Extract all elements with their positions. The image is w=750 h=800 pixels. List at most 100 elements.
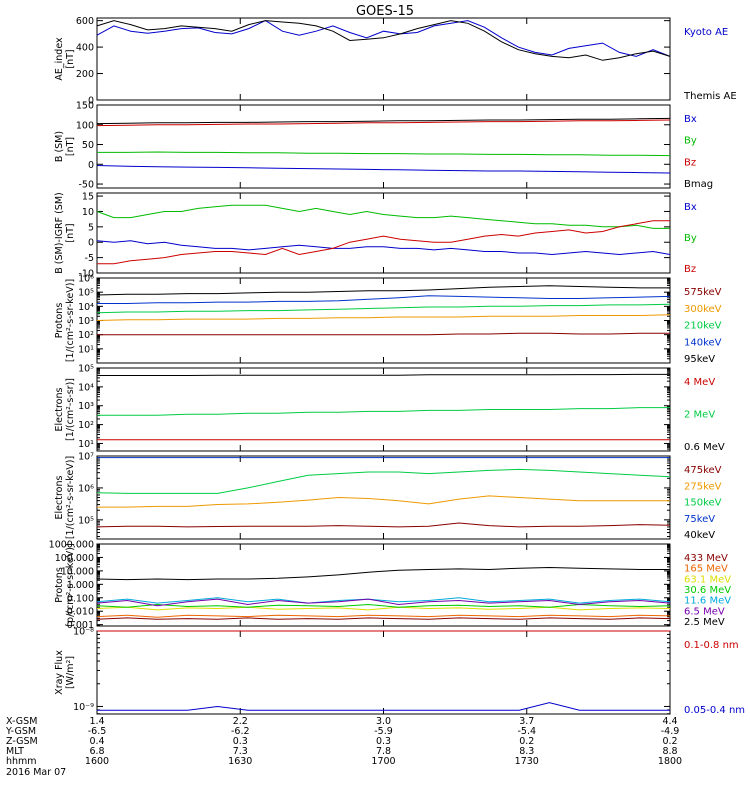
legend-entry: 575keV [684, 287, 722, 298]
legend-entry: 63.1 MeV [684, 574, 731, 585]
y-tick-label: 1.000 [67, 580, 94, 591]
panel-protons_mev: 0.001 0.010 0.100 1.000 10.000 100.000 1000.00… [49, 540, 732, 632]
legend-entry: 0.05-0.4 nm [684, 705, 745, 716]
y-axis-label: [1/(cm²-s-sr-keV)] [65, 456, 76, 539]
y-tick-label: 10⁵ [78, 515, 94, 526]
y-axis-label: Electrons [54, 475, 65, 519]
y-tick-label: 10² [78, 330, 94, 341]
y-tick-label: 5 [88, 222, 94, 233]
legend-entry: 95keV [684, 354, 715, 365]
panel-electrons_mev: 10¹ 10² 10³ 10⁴ 10⁵ Electrons [1/(cm²-s-sr)] 4 … [54, 364, 725, 454]
series-line-300kev [96, 314, 671, 321]
y-tick-label: 0 [88, 96, 94, 107]
y-axis-label: [W/m²] [65, 656, 76, 689]
y-tick-label: 150 [76, 101, 94, 112]
panel-frame [96, 630, 671, 715]
ephemeris-value: -6.2 [231, 726, 250, 737]
y-tick-label: 0.001 [67, 620, 94, 631]
legend-entry: 210keV [684, 321, 722, 332]
ephemeris-value: 0.2 [662, 736, 677, 747]
y-tick-label: 10⁵ [78, 364, 94, 375]
y-axis-label: [nT] [65, 137, 76, 156]
legend-entry: 300keV [684, 304, 722, 315]
ephemeris-value: 7.3 [233, 746, 248, 757]
panel-frame [96, 367, 671, 452]
ephemeris-value: 7.8 [376, 746, 391, 757]
y-tick-label: 10² [78, 420, 94, 431]
y-tick-label: 10¹ [78, 344, 94, 355]
panel-xray: 10⁻⁹ 10⁻⁸ Xray Flux [W/m²] 0.1-0.8 nm 0.05-0.… [54, 627, 745, 717]
panel-frame [96, 104, 671, 189]
legend-entry: Bz [684, 157, 696, 168]
legend-entry: 0.6 MeV [684, 442, 725, 453]
series-line-bx [96, 165, 671, 174]
y-tick-label: -10 [78, 269, 94, 280]
legend-entry: 475keV [684, 465, 722, 476]
ephemeris-row-label: X-GSM [6, 716, 37, 727]
series-line-210kev [96, 303, 671, 314]
y-tick-label: 0.100 [67, 593, 94, 604]
ephemeris-value: 8.3 [519, 746, 534, 757]
ephemeris-value: -5.9 [374, 726, 393, 737]
ephemeris-value: -5.4 [517, 726, 536, 737]
ephemeris-value: 1600 [85, 756, 109, 767]
series-line-165-mev [96, 614, 671, 618]
y-axis-label: B (SM)-IGRF (SM) [54, 192, 65, 274]
ephemeris-value: 1730 [515, 756, 539, 767]
panel-protons_low: 10¹ 10² 10³ 10⁴ 10⁵ 10⁶ Protons [1/(cm²-s-sr-ke… [54, 274, 722, 366]
ephemeris-value: 2.2 [233, 716, 248, 727]
ephemeris-value: 4.4 [662, 716, 677, 727]
figure-title: GOES-15 [356, 4, 414, 19]
ephemeris-value: 3.0 [376, 716, 391, 727]
y-tick-label: 10⁻⁸ [73, 627, 94, 638]
series-line-by [96, 204, 670, 229]
y-tick-label: 200 [76, 69, 94, 80]
legend-entry: By [684, 136, 697, 147]
ephemeris-value: 1.4 [89, 716, 104, 727]
ephemeris-value: 3.7 [519, 716, 534, 727]
y-tick-label: 1000.000 [49, 540, 94, 551]
series-line-30-6-mev [96, 603, 671, 608]
ephemeris-value: 0.2 [519, 736, 534, 747]
ephemeris-value: 1630 [228, 756, 252, 767]
y-tick-label: 10 [82, 207, 94, 218]
y-tick-label: 10³ [78, 316, 94, 327]
series-line-bz [96, 119, 671, 127]
series-line-95kev [96, 285, 670, 296]
y-tick-label: 100 [76, 120, 94, 131]
ephemeris-value: 1700 [371, 756, 395, 767]
y-tick-label: 15 [82, 192, 94, 203]
y-axis-label: Protons [54, 303, 65, 339]
panel-electrons_kev: 10⁵ 10⁶ 10⁷ Electrons [1/(cm²-s-sr-keV)] 475k… [54, 452, 722, 542]
series-line-150kev [96, 468, 671, 494]
y-axis-label: [1/(cm²-s-sr-keV)] [65, 279, 76, 362]
ephemeris-row-label: Y-GSM [5, 726, 36, 737]
series-line-0-6-mev [97, 373, 670, 376]
panel-b_sm: -50 0 50 100 150 B (SM) [nT] Bx By Bz Bmag [54, 101, 713, 191]
y-tick-label: -5 [85, 253, 94, 264]
series-line-bx [96, 240, 671, 256]
y-tick-label: -50 [78, 180, 94, 191]
y-tick-label: 100.000 [55, 553, 94, 564]
series-line-bz [97, 220, 670, 265]
legend-entry: 4 MeV [684, 377, 715, 388]
y-axis-label: [nT] [65, 223, 76, 242]
series-line-275kev [97, 495, 670, 508]
legend-entry: 2.5 MeV [684, 617, 725, 628]
y-tick-label: 10⁷ [78, 452, 94, 463]
ephemeris-row-label: hhmm [6, 756, 37, 767]
series-line-63-1-mev [96, 606, 671, 611]
series-line-2-mev [97, 407, 670, 416]
series-line-kyoto-ae [96, 20, 671, 57]
y-axis-label: [nT] [65, 49, 76, 68]
y-tick-label: 600 [76, 16, 94, 27]
legend-entry: 11.6 MeV [684, 596, 731, 607]
legend-entry: Bx [684, 114, 697, 125]
ephemeris-value: 6.8 [89, 746, 104, 757]
legend-entry: 275keV [684, 481, 722, 492]
ephemeris-row-label: MLT [6, 746, 24, 757]
legend-entry: Bz [684, 264, 696, 275]
y-tick-label: 10³ [78, 401, 94, 412]
